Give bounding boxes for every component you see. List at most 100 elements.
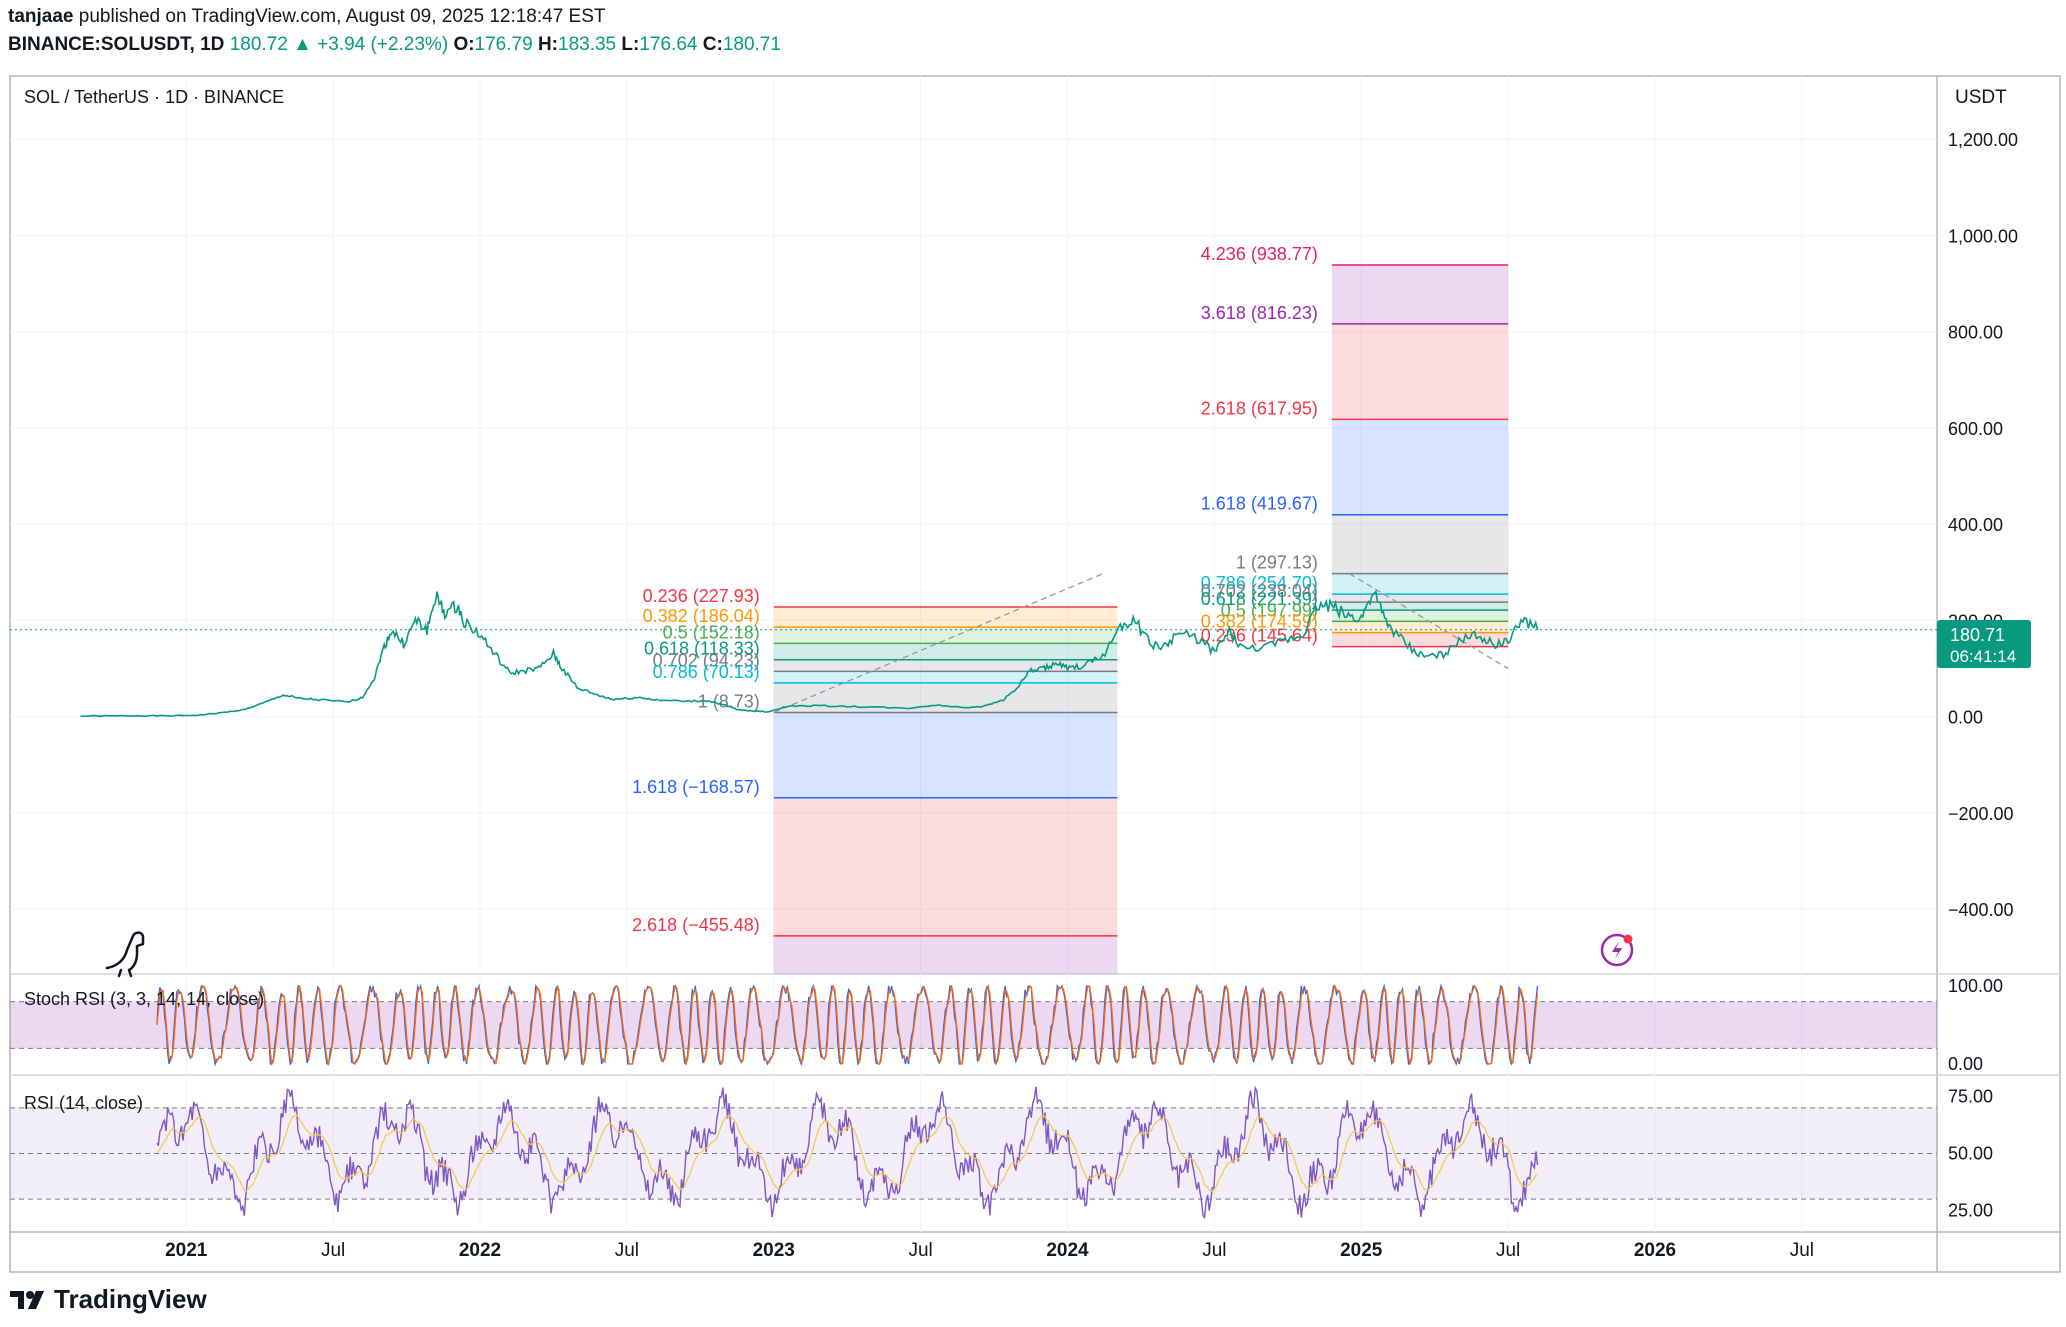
stoch-rsi-pane: 100.00 0.00 [10,976,2003,1074]
fib-level-label: 2.618 (−455.48) [632,915,760,935]
author-name[interactable]: tanjaae [8,6,74,27]
lightning-icon[interactable] [1600,933,1634,967]
rsi-line [156,1085,1539,1219]
fib-zone [1331,632,1509,647]
price-axis[interactable]: 1,200.001,000.00800.00600.00400.00200.00… [1948,130,2018,920]
fib-zone [1331,621,1509,633]
price-tick-label: 600.00 [1948,419,2003,439]
time-tick-label: 2025 [1340,1240,1383,1261]
fib-level-label: 0.702 (94.23) [653,650,760,670]
time-tick-label: Jul [1790,1240,1814,1261]
fib-zone [1331,594,1509,603]
fib-level-label: 0.618 (221.39) [1201,589,1318,609]
fib-level-label: 0.786 (254.70) [1201,573,1318,593]
open-label: O: [453,34,475,55]
tradingview-logo-icon [10,1290,44,1309]
fib-level-label: 0.236 (227.93) [643,586,760,606]
fib-zone [773,712,1118,798]
fib-level-label: 2.618 (617.95) [1201,398,1318,418]
stoch-tick-label: 100.00 [1948,976,2003,996]
time-tick-label: Jul [1496,1240,1520,1261]
low-label: L: [621,34,640,55]
currency-label[interactable]: USDT [1955,87,2007,108]
publish-info: tanjaae published on TradingView.com, Au… [8,6,606,28]
rsi-tick-label: 75.00 [1948,1086,1993,1106]
fib-level-label: 1 (8.73) [698,691,760,711]
time-tick-label: Jul [1202,1240,1226,1261]
fib-zone [1331,514,1509,574]
symbol-info: BINANCE:SOLUSDT, 1D 180.72 ▲ +3.94 (+2.2… [8,34,781,56]
trend-line-2[interactable] [1349,573,1509,670]
price-tick-label: 0.00 [1948,708,1983,728]
fib-level-label: 0.786 (70.13) [653,662,760,682]
rsi-label[interactable]: RSI (14, close) [24,1093,143,1113]
fib-level-label: 1 (297.13) [1236,553,1318,573]
fib-level-label: 0.5 (197.99) [1221,600,1318,620]
rsi-pane: 75.00 50.00 25.00 [10,1085,1993,1221]
fib-level-label: 4.236 (938.77) [1201,244,1318,264]
time-axis[interactable]: 2021 Jul 2022 Jul 2023 Jul 2024 Jul 2025 Jul 2026 J… [165,1240,1814,1261]
fib-zone [773,671,1118,683]
fib-level-label: 0.618 (118.33) [644,639,760,659]
time-tick-label: Jul [615,1240,639,1261]
price-tick-label: −400.00 [1948,900,2014,920]
tradingview-logo[interactable]: TradingView [10,1284,207,1315]
chart-frame [9,75,2061,1273]
stoch-rsi-label[interactable]: Stoch RSI (3, 3, 14, 14, close) [24,989,264,1009]
fib-zone [773,606,1118,628]
dino-icon[interactable] [105,931,145,978]
close-value: 180.71 [722,34,781,55]
time-tick-label: 2026 [1634,1240,1676,1261]
low-value: 176.64 [639,34,698,55]
fib-level-label: 1.618 (−168.57) [632,777,760,797]
price-series [10,589,1937,718]
close-label: C: [702,34,723,55]
stoch-d-line [156,983,1539,1067]
stoch-tick-label: 0.00 [1948,1054,1983,1074]
fib-level-label: 0.382 (186.04) [643,606,760,626]
high-label: H: [537,34,559,55]
symbol-label: BINANCE:SOLUSDT, 1D [8,34,225,55]
fib-zone [773,627,1118,644]
open-value: 176.79 [474,34,533,55]
price-tag-countdown: 06:41:14 [1950,647,2016,666]
price-tick-label: 800.00 [1948,323,2003,343]
high-value: 183.35 [558,34,617,55]
footer-brand: TradingView [54,1284,207,1314]
price-tag [1937,620,2031,668]
fib-zone [1331,573,1509,595]
time-tick-label: Jul [321,1240,345,1261]
fib-level-label: 3.618 (816.23) [1201,303,1318,323]
fib-zone [773,643,1118,660]
fib-level-label: 0.702 (238.04) [1201,581,1318,601]
last-price: 180.72 [229,34,288,55]
fib-zone [773,682,1118,713]
price-tick-label: 1,200.00 [1948,130,2018,150]
fib-zone [1331,602,1509,611]
publish-text: published on TradingView.com, August 09,… [78,6,606,27]
time-tick-label: 2022 [459,1240,501,1261]
price-line [80,589,1539,718]
fib-level-label: 1.618 (419.67) [1201,494,1318,514]
rsi-tick-label: 25.00 [1948,1201,1993,1221]
price-tick-label: 1,000.00 [1948,226,2018,246]
price-change: ▲ +3.94 (+2.23%) [293,34,449,55]
fib-zone [1331,264,1509,324]
fib-retracements[interactable]: 0.236 (227.93)0.382 (186.04)0.5 (152.18)… [632,244,1509,974]
pane-title: SOL / TetherUS · 1D · BINANCE [24,87,284,107]
time-tick-label: Jul [908,1240,932,1261]
time-tick-label: 2024 [1046,1240,1089,1261]
fib-zone [773,659,1118,672]
rsi-ma-line [156,1113,1538,1192]
time-tick-label: 2023 [753,1240,795,1261]
price-tick-label: −200.00 [1948,804,2014,824]
fib-zone [1331,419,1509,515]
fib-zone [773,797,1118,936]
fib-zone [773,935,1118,974]
fib-level-label: 0.382 (174.59) [1201,612,1318,632]
price-tick-label: 400.00 [1948,515,2003,535]
fib-level-label: 0.5 (152.18) [663,622,760,642]
time-tick-label: 2021 [165,1240,208,1261]
price-tag-value: 180.71 [1950,625,2005,645]
